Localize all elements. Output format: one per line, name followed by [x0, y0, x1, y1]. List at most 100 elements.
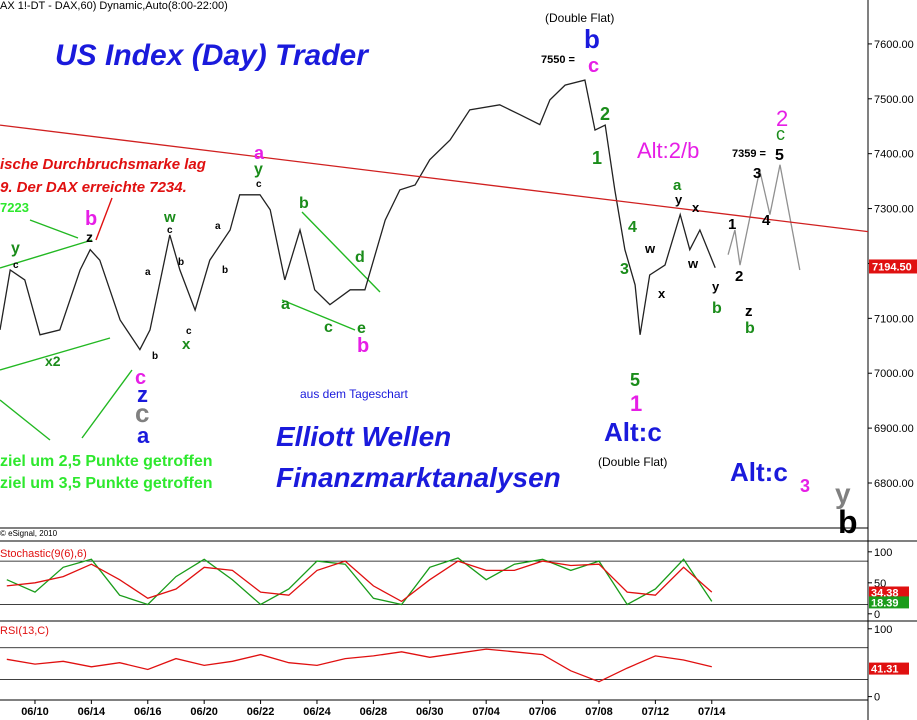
annotation: y [835, 478, 851, 509]
guide-line [0, 337, 111, 371]
annotation: 4 [762, 212, 771, 229]
annotation: 9. Der DAX erreichte 7234. [0, 179, 187, 196]
annotation: © eSignal, 2010 [0, 529, 58, 538]
x-tick-label: 06/10 [21, 706, 49, 718]
annotation: 4 [628, 219, 637, 236]
x-tick-label: 07/06 [529, 706, 557, 718]
annotation: d [355, 249, 365, 266]
y-tick-label: 7500.00 [874, 94, 914, 106]
annotation: ische Durchbruchsmarke lag [0, 156, 206, 173]
x-tick-label: 06/24 [303, 706, 331, 718]
last-value-box [869, 596, 909, 609]
annotation: c [167, 225, 173, 236]
x-tick-label: 06/14 [78, 706, 106, 718]
annotation: 3 [620, 261, 629, 278]
annotation: 7359 = [732, 148, 766, 160]
annotation: Finanzmarktanalysen [276, 462, 561, 493]
annotation: 2 [735, 268, 743, 285]
y-tick-label: 100 [874, 547, 892, 559]
x-tick-label: 06/20 [190, 706, 218, 718]
annotation: a [254, 143, 265, 163]
annotation: 7550 = [541, 54, 575, 66]
series-line [0, 79, 716, 351]
y-tick-label: 7000.00 [874, 368, 914, 380]
annotation: a [145, 267, 151, 278]
annotation: ziel um 3,5 Punkte getroffen [0, 475, 212, 492]
y-tick-label: 7400.00 [874, 149, 914, 161]
annotation: b [584, 24, 600, 54]
x-tick-label: 07/12 [642, 706, 670, 718]
series-line [6, 648, 712, 683]
annotation: 2 [600, 104, 610, 124]
y-tick-label: 0 [874, 692, 880, 704]
guide-arrow [95, 197, 113, 241]
annotation: b [299, 195, 309, 212]
series-line [6, 560, 713, 603]
last-value-label: 7194.50 [872, 261, 912, 273]
annotation: c [588, 55, 599, 77]
annotation: 5 [775, 147, 784, 164]
annotation: x [692, 200, 700, 215]
annotation: c [135, 398, 149, 428]
annotation: 3 [800, 476, 810, 496]
annotation: b [178, 257, 184, 268]
last-value-label: 41.31 [871, 664, 899, 676]
x-tick-label: 07/04 [472, 706, 500, 718]
annotation: Alt:2/b [637, 138, 699, 163]
y-tick-label: 6900.00 [874, 423, 914, 435]
panel-title: Stochastic(9(6),6) [0, 548, 87, 560]
annotation: 7223 [0, 200, 29, 215]
x-tick-label: 07/08 [585, 706, 613, 718]
annotation: Alt:c [604, 417, 662, 447]
annotation: c [13, 260, 19, 271]
annotation: Alt:c [730, 457, 788, 487]
guide-line [0, 239, 93, 269]
y-tick-label: 0 [874, 609, 880, 621]
last-value-box [869, 586, 909, 599]
annotation: 2 [776, 106, 788, 131]
annotation: b [85, 208, 97, 230]
annotation: a [281, 296, 290, 313]
annotation: 1 [592, 148, 602, 168]
annotation: b [357, 335, 369, 357]
series-line [6, 557, 713, 606]
annotation: x [182, 336, 191, 353]
annotation: US Index (Day) Trader [55, 39, 370, 72]
wave-guides [0, 211, 381, 441]
annotation: z [745, 303, 753, 320]
annotation: y [712, 279, 720, 294]
annotation: 1 [630, 391, 642, 416]
annotation: c [186, 326, 192, 337]
panel-title: RSI(13,C) [0, 625, 49, 637]
annotation: b [745, 320, 755, 337]
y-tick-label: 6800.00 [874, 478, 914, 490]
annotation: c [324, 319, 333, 336]
annotation: w [644, 241, 656, 256]
x-tick-label: 06/16 [134, 706, 162, 718]
annotation: Elliott Wellen [276, 421, 451, 452]
annotation: a [137, 423, 150, 448]
annotation: a [673, 177, 682, 194]
annotation: c [135, 367, 146, 389]
annotation: w [163, 209, 176, 226]
annotation: ziel um 2,5 Punkte getroffen [0, 453, 212, 470]
annotation: b [222, 265, 228, 276]
annotation: x [658, 286, 666, 301]
annotation: z [137, 382, 148, 407]
guide-line [281, 299, 356, 331]
y-tick-label: 7100.00 [874, 313, 914, 325]
guide-line [301, 211, 381, 293]
annotation: b [838, 504, 858, 540]
annotation: 3 [753, 165, 761, 182]
y-tick-label: 100 [874, 624, 892, 636]
annotation: b [712, 300, 722, 317]
guide-arrow [81, 369, 133, 439]
x-tick-label: 07/14 [698, 706, 726, 718]
annotation: aus dem Tageschart [300, 387, 409, 401]
annotation: x2 [45, 353, 61, 369]
series-line [0, 124, 869, 233]
x-tick-label: 06/22 [247, 706, 275, 718]
annotation: (Double Flat) [545, 11, 614, 25]
guide-arrow [29, 219, 79, 239]
